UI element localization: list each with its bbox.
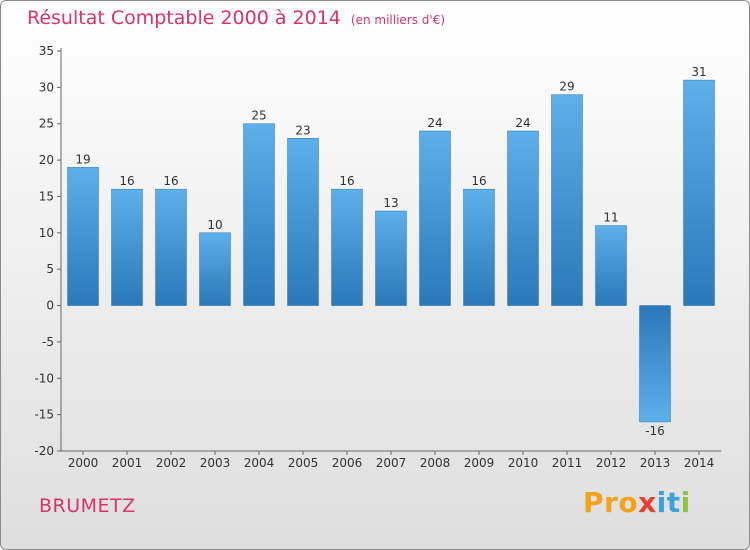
bar-2008 [419, 130, 451, 306]
value-label: 10 [207, 218, 222, 232]
y-tick-label: -15 [34, 408, 54, 422]
y-tick-label: -10 [34, 371, 54, 385]
bar-2006 [331, 188, 363, 306]
x-tick-label: 2002 [156, 456, 187, 470]
value-label: 16 [339, 174, 354, 188]
bar-2012 [595, 225, 627, 306]
y-tick-label: 10 [39, 226, 54, 240]
value-label: 29 [559, 80, 574, 94]
x-tick-label: 2005 [288, 456, 319, 470]
value-label: 25 [251, 109, 266, 123]
value-label: 13 [383, 196, 398, 210]
x-tick-label: 2012 [596, 456, 627, 470]
bar-2000 [67, 167, 99, 306]
title-text: Résultat Comptable 2000 à 2014 [27, 7, 341, 29]
x-tick-label: 2014 [684, 456, 715, 470]
y-tick-label: 15 [39, 189, 54, 203]
logo-part: i [680, 486, 691, 519]
value-label: 23 [295, 123, 310, 137]
x-tick-label: 2010 [508, 456, 539, 470]
y-tick-label: 25 [39, 117, 54, 131]
bar-2007 [375, 210, 407, 306]
value-label: 16 [471, 174, 486, 188]
y-tick-label: -5 [42, 335, 54, 349]
x-tick-label: 2000 [68, 456, 99, 470]
bar-2011 [551, 94, 583, 306]
x-tick-label: 2003 [200, 456, 231, 470]
y-tick-label: 30 [39, 80, 54, 94]
y-tick-label: 0 [46, 299, 54, 313]
bar-2014 [683, 79, 715, 306]
bars [67, 79, 715, 423]
unit-label: (en milliers d'€) [350, 13, 446, 27]
x-tick-label: 2004 [244, 456, 275, 470]
bar-2003 [199, 232, 231, 306]
value-label: 31 [691, 65, 706, 79]
value-labels: 19 16 16 10 25 23 16 13 24 16 24 29 11 -16 31 [75, 65, 706, 438]
y-tick-label: 35 [39, 44, 54, 58]
value-label: 24 [515, 116, 530, 130]
logo-part: it [656, 486, 681, 519]
value-label: 19 [75, 152, 90, 166]
value-label: -16 [645, 424, 665, 438]
bar-2010 [507, 130, 539, 306]
x-tick-label: 2001 [112, 456, 143, 470]
x-tick-label: 2011 [552, 456, 583, 470]
axes: 35 30 25 20 15 10 5 0 -5 -10 -15 -20 2000 2001 2002 200… [34, 44, 721, 470]
y-tick-label: -20 [34, 444, 54, 458]
y-tick-label: 5 [46, 262, 54, 276]
x-tick-label: 2008 [420, 456, 451, 470]
value-label: 16 [163, 174, 178, 188]
value-label: 11 [603, 211, 618, 225]
bar-2013 [639, 305, 671, 423]
y-tick-label: 20 [39, 153, 54, 167]
location-name: BRUMETZ [39, 495, 136, 517]
x-tick-label: 2007 [376, 456, 407, 470]
logo-part: Pro [583, 486, 639, 519]
x-tick-label: 2006 [332, 456, 363, 470]
chart-title: Résultat Comptable 2000 à 2014 (en millie… [27, 7, 445, 29]
logo-part: x [638, 486, 657, 519]
x-tick-label: 2013 [640, 456, 671, 470]
bar-2002 [155, 188, 187, 306]
proxiti-logo: Proxiti [583, 486, 691, 519]
value-label: 16 [119, 174, 134, 188]
bar-2009 [463, 188, 495, 306]
value-label: 24 [427, 116, 442, 130]
bar-2005 [287, 138, 319, 306]
x-tick-label: 2009 [464, 456, 495, 470]
bar-2001 [111, 188, 143, 306]
bar-2004 [243, 123, 275, 306]
